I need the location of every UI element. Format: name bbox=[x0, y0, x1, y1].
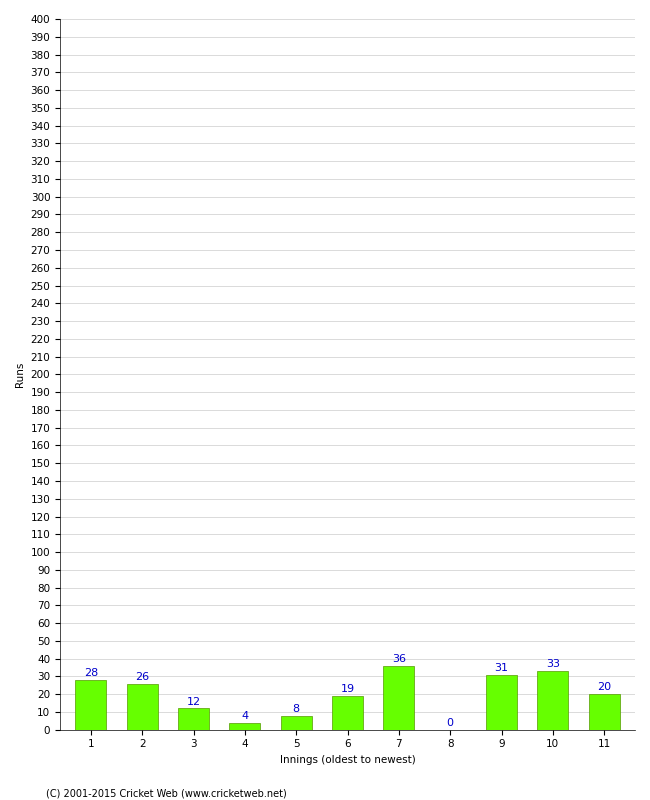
Text: 12: 12 bbox=[187, 697, 201, 706]
Text: 36: 36 bbox=[392, 654, 406, 664]
Bar bbox=[229, 722, 260, 730]
Text: 4: 4 bbox=[241, 711, 248, 721]
Bar bbox=[127, 683, 157, 730]
Bar bbox=[281, 715, 311, 730]
Bar bbox=[384, 666, 414, 730]
Text: 8: 8 bbox=[292, 704, 300, 714]
Text: 33: 33 bbox=[546, 659, 560, 670]
Text: 31: 31 bbox=[495, 663, 508, 673]
Text: 19: 19 bbox=[341, 684, 355, 694]
Text: (C) 2001-2015 Cricket Web (www.cricketweb.net): (C) 2001-2015 Cricket Web (www.cricketwe… bbox=[46, 788, 286, 798]
Text: 28: 28 bbox=[84, 668, 98, 678]
X-axis label: Innings (oldest to newest): Innings (oldest to newest) bbox=[280, 755, 415, 765]
Y-axis label: Runs: Runs bbox=[15, 362, 25, 387]
Text: 26: 26 bbox=[135, 672, 150, 682]
Text: 0: 0 bbox=[447, 718, 454, 728]
Bar bbox=[178, 709, 209, 730]
Bar bbox=[589, 694, 619, 730]
Bar bbox=[332, 696, 363, 730]
Bar bbox=[538, 671, 568, 730]
Bar bbox=[486, 674, 517, 730]
Bar bbox=[75, 680, 106, 730]
Text: 20: 20 bbox=[597, 682, 611, 693]
